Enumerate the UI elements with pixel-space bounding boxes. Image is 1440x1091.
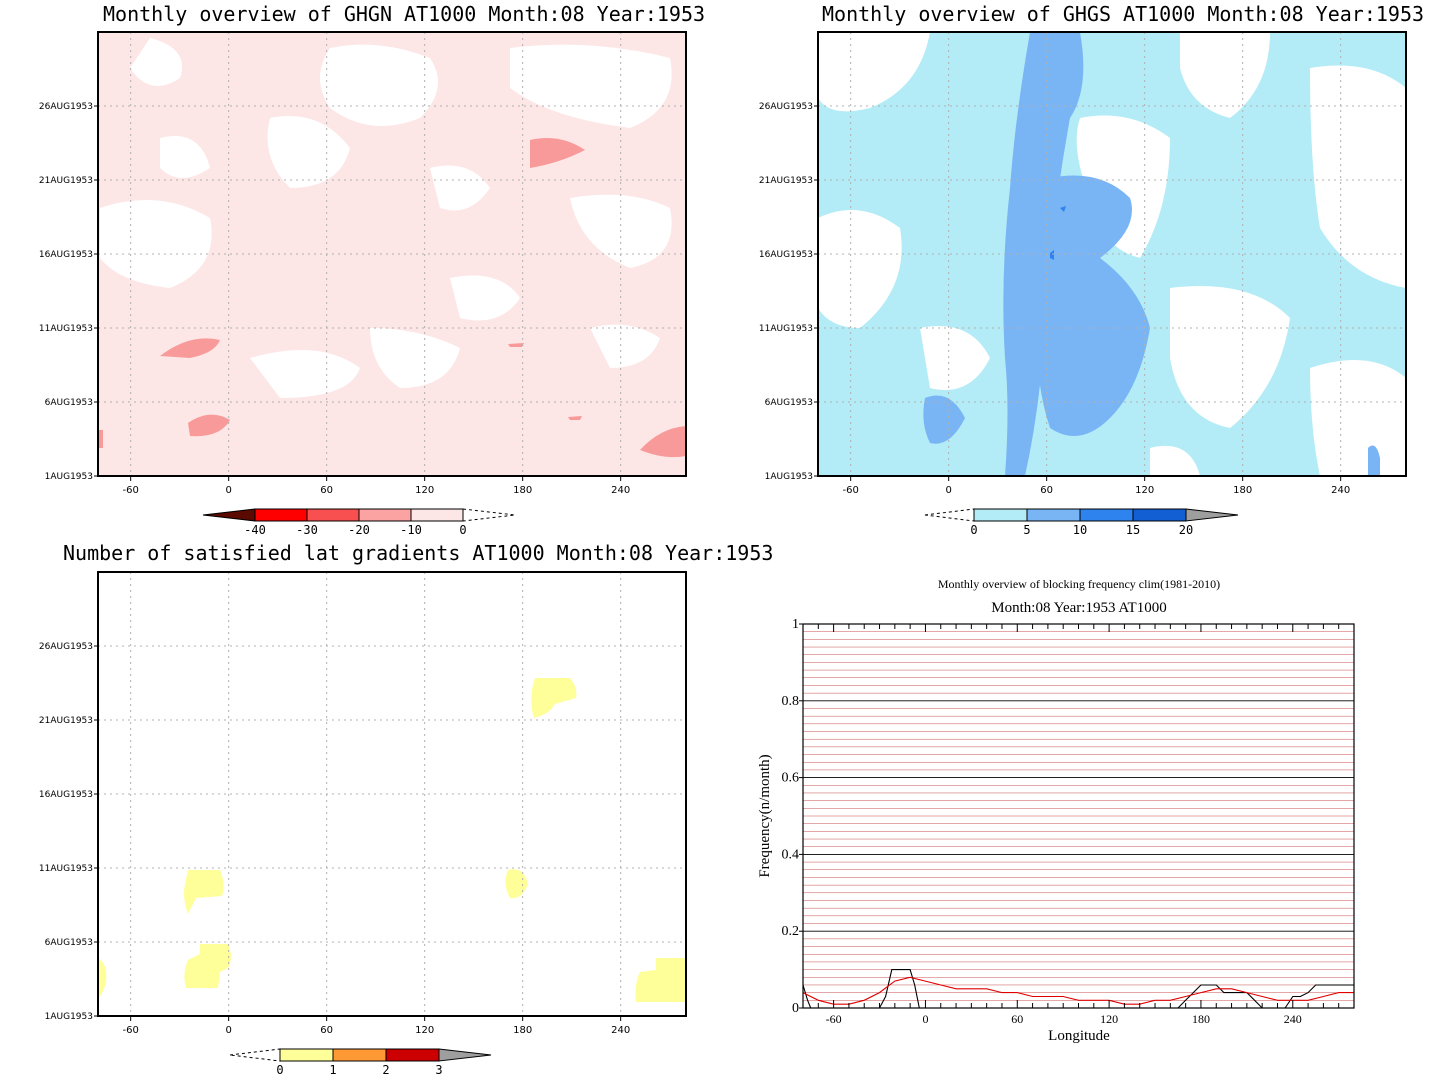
y-tick-label: 21AUG1953 [39,176,93,186]
y-tick-label: 26AUG1953 [759,102,813,112]
ghgs-colorbar: 0 5 10 15 20 [924,508,1239,537]
y-tick-label: 11AUG1953 [39,864,93,874]
y-tick-label: 26AUG1953 [39,102,93,112]
y-tick-label: 1AUG1953 [45,472,93,482]
gradients-cb-swatch [279,1048,334,1062]
gradients-cb-swatch [385,1048,440,1062]
y-tick-label: 0.8 [782,694,800,709]
ghgn-cb-label: -10 [400,523,422,537]
x-tick-label: -60 [122,1025,138,1036]
x-tick-label: 0 [225,1025,231,1036]
ghgs-cb-swatch [1132,508,1187,522]
ghgs-cb-label: 15 [1126,523,1140,537]
ghgs-title: Monthly overview of GHGS AT1000 Month:08… [822,2,1425,26]
gradients-colorbar: 0 1 2 3 [229,1048,492,1077]
ghgn-cb-label: -20 [348,523,370,537]
y-tick-label: 26AUG1953 [39,642,93,652]
x-tick-label: -60 [826,1012,842,1026]
x-tick-label: 120 [1100,1012,1118,1026]
ghgs-cb-swatch [973,508,1028,522]
chart-title: Monthly overview of blocking frequency c… [938,577,1220,591]
x-tick-label: 0 [945,485,951,496]
x-tick-label: 240 [1284,1012,1302,1026]
x-tick-label: 60 [320,1025,333,1036]
x-tick-label: 0 [225,485,231,496]
ghgn-cb-swatch [202,508,256,522]
y-tick-label: 6AUG1953 [45,938,93,948]
ghgn-cb-label: -30 [296,523,318,537]
y-tick-label: 21AUG1953 [39,716,93,726]
ghgn-cb-label: 0 [459,523,466,537]
y-tick-label: 6AUG1953 [765,398,813,408]
ghgs-cb-label: 5 [1023,523,1030,537]
x-tick-label: 60 [320,485,333,496]
ghgs-map: -60 0 60 120 180 240 1AUG1953 6AUG1953 11AUG1953… [759,31,1407,496]
gradients-cb-label: 3 [435,1063,442,1077]
x-tick-label: 240 [611,485,630,496]
ghgs-cb-swatch [1185,508,1239,522]
gradients-cb-swatch [332,1048,387,1062]
gradients-cb-label: 2 [382,1063,389,1077]
x-tick-label: -60 [842,485,858,496]
x-tick-label: 180 [1233,485,1252,496]
y-tick-label: 11AUG1953 [759,324,813,334]
ghgn-cb-swatch [254,508,308,522]
y-tick-label: 16AUG1953 [39,790,93,800]
gradients-map: -60 0 60 120 180 240 1AUG1953 6AUG1953 11AUG1953… [39,571,687,1036]
blocking-frequency-chart: Monthly overview of blocking frequency c… [757,577,1355,1044]
x-tick-label: -60 [122,485,138,496]
y-tick-label: 1 [792,617,799,632]
ghgn-title: Monthly overview of GHGN AT1000 Month:08… [103,2,706,26]
y-tick-label: 0.4 [782,847,800,862]
ghgn-cb-swatch [410,508,464,522]
x-tick-label: 120 [1135,485,1154,496]
chart-subtitle: Month:08 Year:1953 AT1000 [991,600,1166,616]
gradients-cb-swatch [438,1048,492,1062]
ghgs-cb-label: 0 [970,523,977,537]
x-tick-label: 180 [1192,1012,1210,1026]
gradients-cb-label: 0 [276,1063,283,1077]
x-tick-label: 120 [415,1025,434,1036]
ghgs-cb-swatch [1079,508,1134,522]
ghgs-cb-label: 10 [1073,523,1087,537]
x-tick-label: 0 [922,1012,928,1026]
ghgn-cb-swatch [306,508,360,522]
x-tick-label: 60 [1011,1012,1023,1026]
gradients-cb-label: 1 [329,1063,336,1077]
series-line [802,976,1354,1005]
x-tick-label: 60 [1040,485,1053,496]
x-tick-label: 120 [415,485,434,496]
ghgs-cb-swatch [1026,508,1081,522]
y-tick-label: 0.6 [782,771,800,786]
ghgs-cb-label: 20 [1179,523,1193,537]
y-tick-label: 11AUG1953 [39,324,93,334]
x-tick-label: 180 [513,485,532,496]
ghgn-cb-label: -40 [244,523,266,537]
y-tick-label: 16AUG1953 [759,250,813,260]
y-tick-label: 16AUG1953 [39,250,93,260]
ghgn-cb-swatch [358,508,412,522]
x-axis-label: Longitude [1048,1028,1110,1044]
series-line [802,969,1354,1009]
y-tick-label: 0 [792,1001,799,1016]
x-tick-label: 240 [611,1025,630,1036]
x-tick-label: 240 [1331,485,1350,496]
ghgn-colorbar: -40 -30 -20 -10 0 [202,508,516,537]
y-axis-label: Frequency(n/month) [757,754,773,877]
y-tick-label: 0.2 [782,924,800,939]
y-tick-label: 6AUG1953 [45,398,93,408]
y-tick-label: 1AUG1953 [45,1012,93,1022]
x-tick-label: 180 [513,1025,532,1036]
ghgn-map: -60 0 60 120 180 240 1AUG1953 6AUG1953 11AUG1953… [39,31,687,496]
gradients-title: Number of satisfied lat gradients AT1000… [63,541,774,565]
y-tick-label: 21AUG1953 [759,176,813,186]
y-tick-label: 1AUG1953 [765,472,813,482]
